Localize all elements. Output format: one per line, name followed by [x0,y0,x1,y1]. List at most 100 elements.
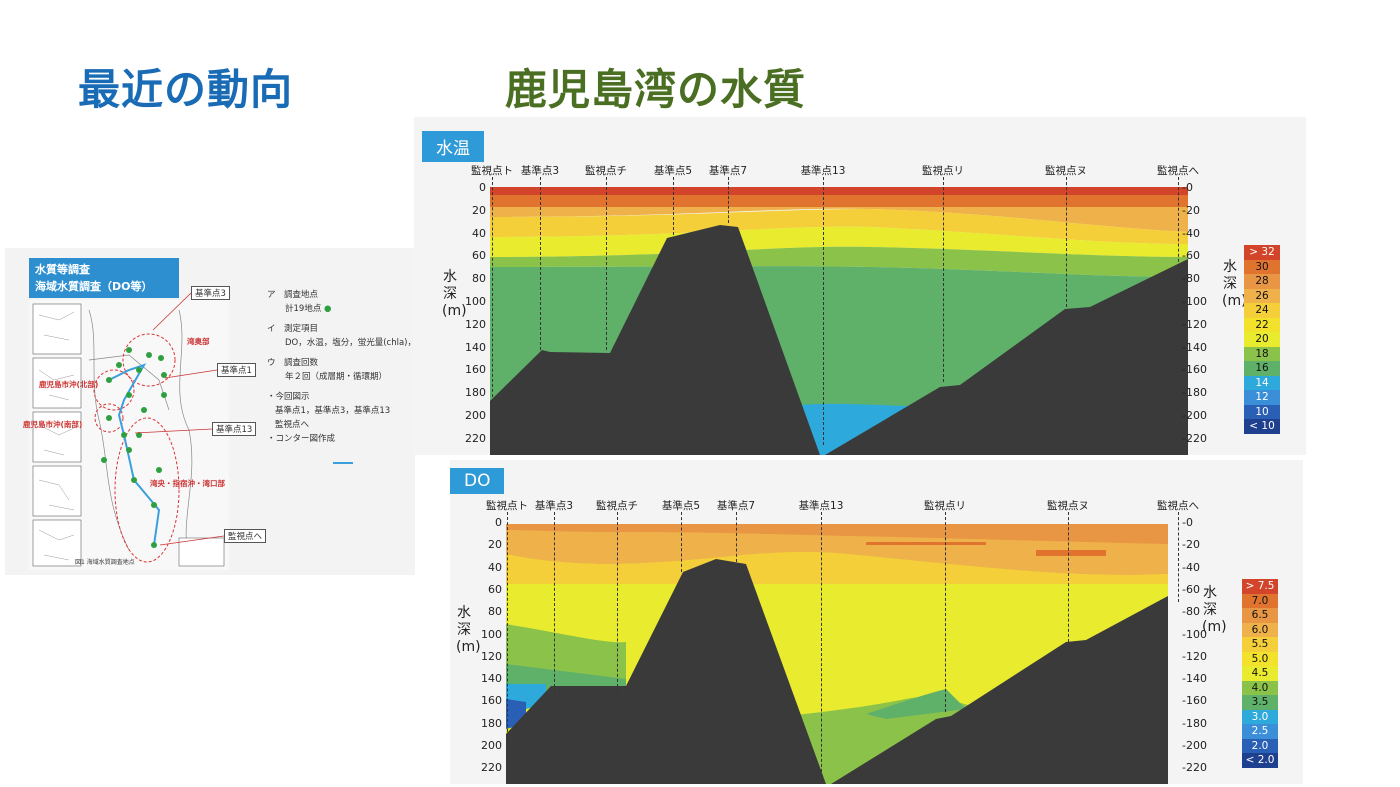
depth-tick-left: 200 [465,409,486,422]
station-line [823,177,824,445]
legend-swatch: 3.0 [1242,709,1278,724]
depth-tick-right: -200 [1182,409,1207,422]
station-line [1066,177,1067,307]
page-title-recent-trends: 最近の動向 [78,65,294,114]
info-note2: 基準点1，基準点3，基準点13 [275,406,391,416]
station-label: 基準点3 [520,165,560,177]
info-freq-label: ウ 調査回数 [267,358,319,368]
info-points-value-row: 計19地点 ● [267,302,416,316]
depth-tick-left: 180 [481,716,502,730]
depth-tick-left: 220 [481,761,502,775]
info-note3: 監視点へ [275,420,310,430]
depth-tick-right: -120 [1182,317,1207,331]
station-line [1068,512,1069,642]
depth-tick-right: -180 [1182,386,1207,400]
legend-swatch: 22 [1244,317,1280,332]
legend-swatch: 12 [1244,390,1280,405]
depth-tick-right: -40 [1182,226,1200,240]
depth-tick-right: -140 [1182,672,1207,686]
temperature-legend: > 32 30 28 26 24 22 20 18 16 14 12 10 < 10 [1244,245,1280,434]
depth-tick-left: 160 [481,694,502,708]
page-title-water-quality: 鹿児島湾の水質 [505,65,807,114]
legend-swatch: 10 [1244,404,1280,419]
depth-tick-left: 60 [488,582,502,596]
info-points-label: ア 調査地点 [267,290,319,300]
legend-swatch: > 7.5 [1242,579,1278,594]
zone-label-kagoshima-north: 鹿児島市沖(北部) [39,380,99,389]
depth-tick-left: 140 [465,340,486,354]
map-header-line2: 海域水質調査（DO等） [35,280,153,293]
legend-swatch: 2.0 [1242,738,1278,753]
zone-label-kagoshima-south: 鹿児島市沖(南部) [23,420,83,429]
depth-tick-right: -0 [1182,181,1193,194]
legend-swatch: 6.5 [1242,608,1278,623]
depth-tick-left: 100 [481,627,502,641]
station-box-monitor-he: 監視点へ [224,529,267,543]
do-contour [506,524,1168,784]
station-label: 基準点3 [534,500,574,512]
station-label: 監視点ト [486,500,528,512]
info-note1: ・今回図示 [267,392,310,402]
station-label: 基準点5 [653,165,693,177]
legend-swatch: 4.5 [1242,666,1278,681]
station-line [821,512,822,782]
station-label: 基準点5 [661,500,701,512]
depth-tick-left: 20 [472,203,486,217]
depth-tick-left: 0 [495,516,502,529]
legend-swatch: 3.5 [1242,695,1278,710]
legend-swatch: 14 [1244,375,1280,390]
info-items-value: DO，水温，塩分，蛍光量(chla)， [285,338,416,348]
do-axis-left-title: 水深(m) [456,605,481,655]
legend-swatch: < 10 [1244,419,1280,434]
legend-swatch: 30 [1244,259,1280,274]
station-box-base1: 基準点1 [217,363,256,377]
info-freq-value: 年２回（成層期・循環期） [285,372,388,382]
legend-swatch: 7.0 [1242,593,1278,608]
station-line [945,512,946,712]
station-label: 監視点ヌ [1045,165,1087,177]
station-line [554,512,555,692]
depth-tick-right: -60 [1182,249,1200,263]
depth-tick-right: -220 [1182,431,1207,445]
do-axis-right-title: 水深(m) [1202,585,1227,635]
info-note4: ・コンター図作成 [267,434,336,444]
depth-tick-right: -220 [1182,761,1207,775]
map-header-line1: 水質等調査 [35,263,90,276]
do-chart-panel: DO 監視点ト 基準点3 監視点チ 基準点5 基準点7 基準点13 監視点リ 監視点ヌ 監視点へ… [450,460,1303,784]
legend-swatch: 5.0 [1242,651,1278,666]
info-points-value: 計19地点 [285,304,322,314]
temperature-chart-panel: 水温 監視点ト 基準点3 監視点チ 基準点5 基準点7 基準点13 監視点リ 監視点ヌ 監視点へ… [414,117,1306,455]
station-line [492,177,493,402]
depth-tick-right: -0 [1182,516,1193,529]
zone-label-bay-center: 湾央・指宿沖・湾口部 [150,479,225,488]
depth-tick-left: 0 [479,181,486,194]
depth-tick-left: 120 [465,317,486,331]
station-line [617,512,618,692]
station-label: 基準点7 [716,500,756,512]
map-header: 水質等調査 海域水質調査（DO等） [29,258,179,298]
depth-tick-left: 160 [465,363,486,377]
green-dot-icon: ● [324,304,332,314]
depth-tick-left: 120 [481,649,502,663]
info-items-label: イ 測定項目 [267,324,319,334]
legend-swatch: 5.5 [1242,637,1278,652]
depth-tick-right: -20 [1182,203,1200,217]
depth-tick-right: -80 [1182,605,1200,619]
depth-tick-right: -40 [1182,560,1200,574]
do-legend: > 7.5 7.0 6.5 6.0 5.5 5.0 4.5 4.0 3.5 3.0 2.5 2.0 < … [1242,579,1278,768]
station-label: 監視点チ [596,500,638,512]
depth-tick-right: -160 [1182,363,1207,377]
legend-swatch: 2.5 [1242,724,1278,739]
station-label: 基準点13 [800,165,846,177]
station-label: 監視点チ [585,165,627,177]
station-line [1178,177,1179,267]
station-line [540,177,541,350]
depth-tick-right: -140 [1182,340,1207,354]
bay-map [29,300,229,570]
legend-swatch: 16 [1244,361,1280,376]
depth-tick-right: -100 [1182,295,1207,308]
depth-tick-right: -160 [1182,694,1207,708]
station-line [673,177,674,235]
station-line [943,177,944,382]
station-label: 基準点7 [708,165,748,177]
